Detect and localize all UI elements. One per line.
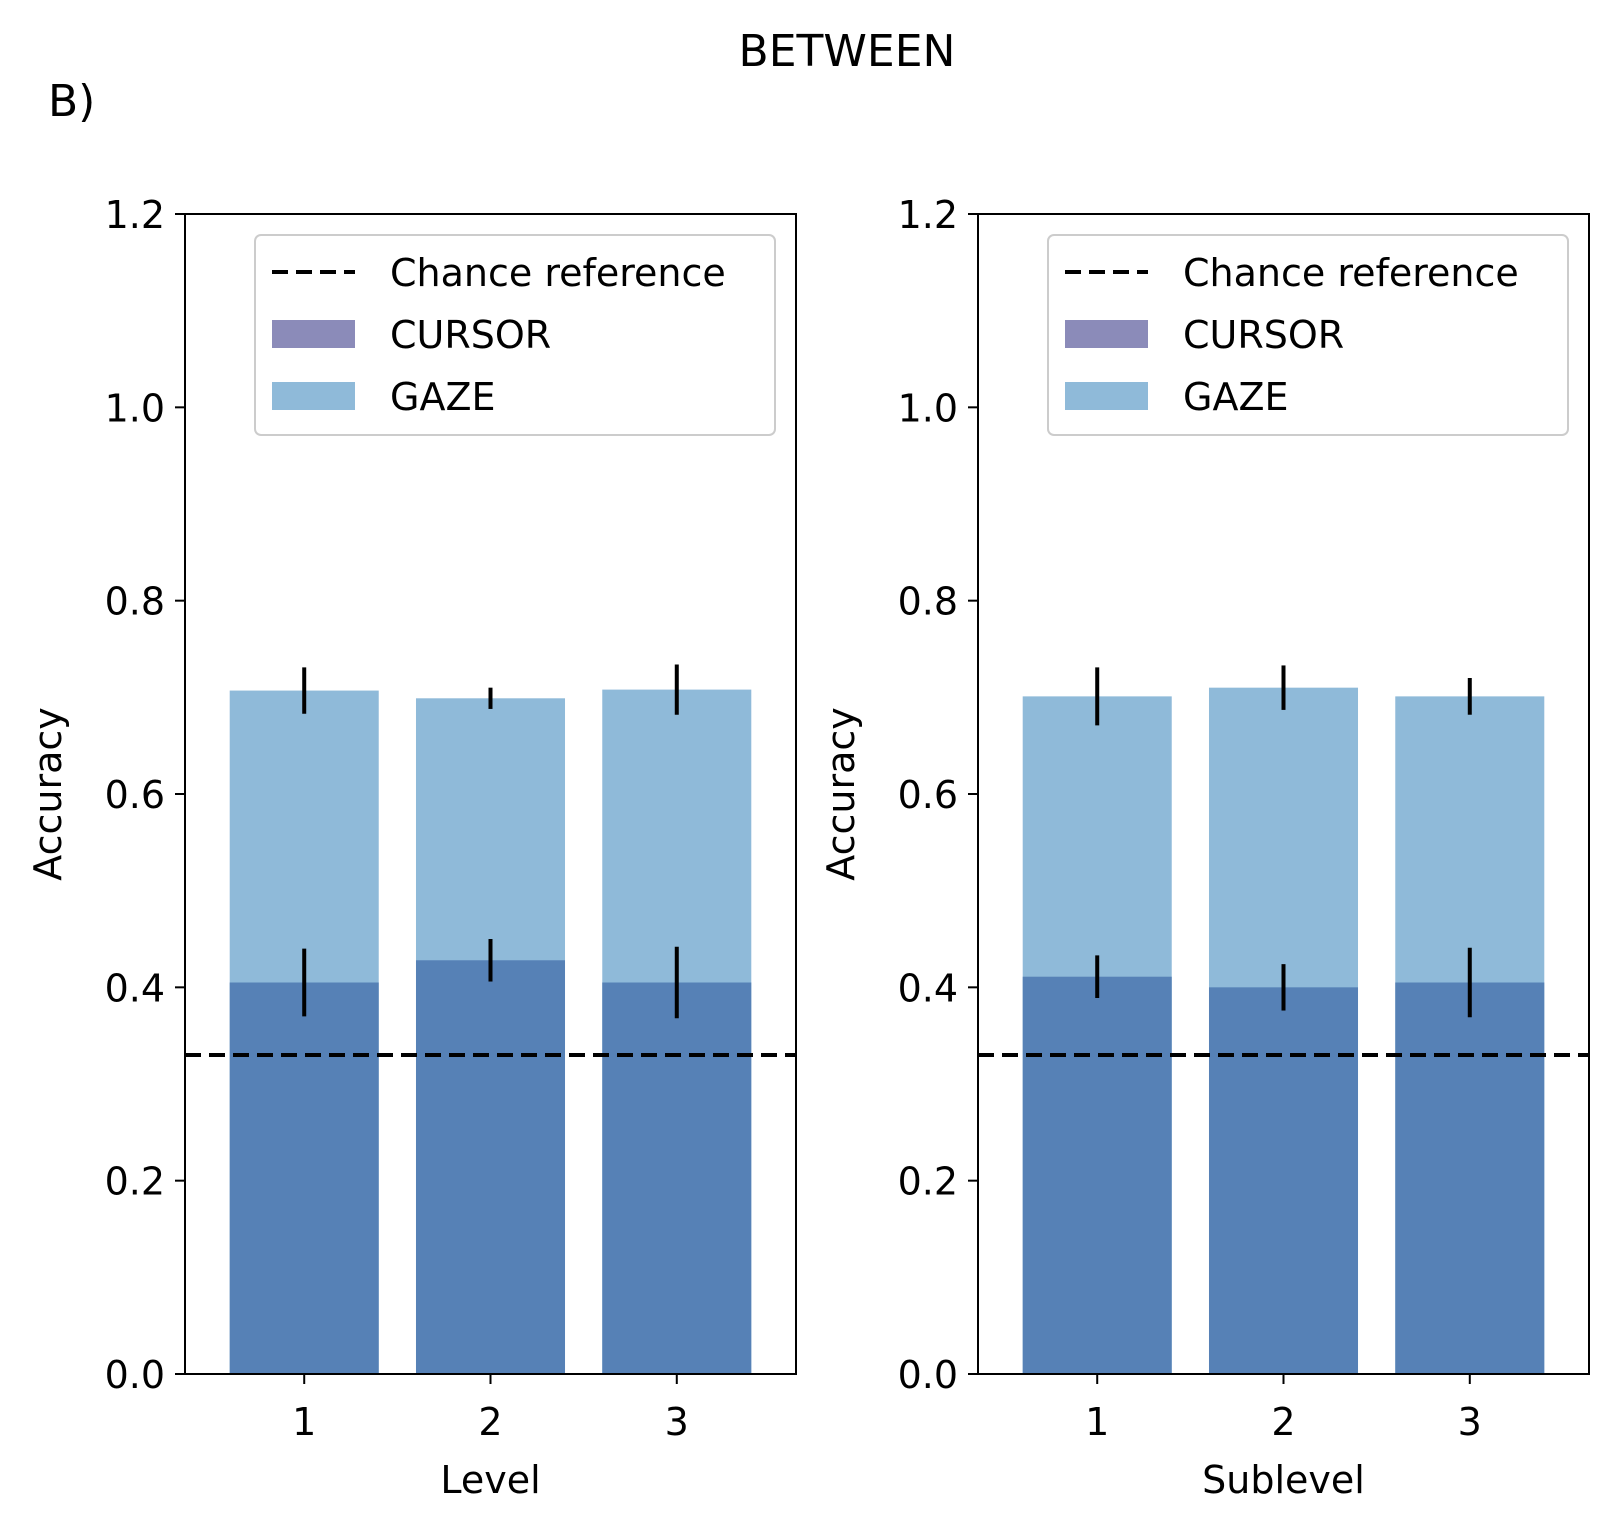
y-tick-label: 0.0: [898, 1353, 958, 1397]
y-tick-label: 0.6: [898, 773, 958, 817]
x-tick-label: 1: [1085, 1400, 1109, 1444]
legend-cursor-swatch: [1065, 320, 1148, 348]
y-tick-label: 0.8: [105, 580, 165, 624]
y-tick-label: 0.4: [105, 966, 165, 1010]
bar-cursor-3: [1395, 982, 1545, 1374]
legend-cursor-swatch: [272, 320, 355, 348]
y-tick-label: 0.0: [105, 1353, 165, 1397]
x-tick-label: 2: [478, 1400, 502, 1444]
x-axis-label: Level: [440, 1458, 540, 1502]
y-tick-label: 1.2: [898, 193, 958, 237]
bar-cursor-3: [602, 982, 752, 1374]
legend-box: [1047, 234, 1569, 436]
legend-label: CURSOR: [1183, 313, 1344, 357]
legend-label: GAZE: [1183, 375, 1288, 419]
legend-label: Chance reference: [1183, 251, 1519, 295]
bar-cursor-1: [1022, 976, 1172, 1374]
legend: Chance reference CURSOR GAZE: [254, 234, 776, 436]
x-tick-label: 1: [292, 1400, 316, 1444]
panel-label: B): [48, 76, 95, 127]
legend-label: GAZE: [390, 375, 495, 419]
y-tick-label: 0.2: [105, 1160, 165, 1204]
legend-gaze-swatch: [1065, 382, 1148, 410]
x-tick-label: 3: [665, 1400, 689, 1444]
x-tick-label: 3: [1458, 1400, 1482, 1444]
legend-box: [254, 234, 776, 436]
x-tick-label: 2: [1271, 1400, 1295, 1444]
y-axis-label: Accuracy: [26, 707, 70, 881]
y-tick-label: 0.4: [898, 966, 958, 1010]
y-tick-label: 1.2: [105, 193, 165, 237]
legend-gaze-swatch: [272, 382, 355, 410]
bar-cursor-2: [1208, 987, 1359, 1374]
figure-title: BETWEEN: [739, 26, 956, 77]
x-axis-label: Sublevel: [1202, 1458, 1365, 1502]
legend: Chance reference CURSOR GAZE: [1047, 234, 1569, 436]
y-tick-label: 0.8: [898, 580, 958, 624]
y-tick-label: 0.6: [105, 773, 165, 817]
legend-label: CURSOR: [390, 313, 551, 357]
bar-cursor-1: [229, 982, 379, 1374]
y-tick-label: 0.2: [898, 1160, 958, 1204]
legend-label: Chance reference: [390, 251, 726, 295]
y-axis-label: Accuracy: [819, 707, 863, 881]
chart-panel-level: 0.0 0.2 0.4 0.6 0.8 1.0 1.2 1 2 3 Level Accuracy Cha…: [26, 193, 797, 1502]
y-tick-label: 1.0: [105, 386, 165, 430]
bar-cursor-2: [415, 960, 566, 1374]
y-tick-label: 1.0: [898, 386, 958, 430]
chart-panel-sublevel: 0.0 0.2 0.4 0.6 0.8 1.0 1.2 1 2 3 Sublevel Accuracy…: [819, 193, 1590, 1502]
